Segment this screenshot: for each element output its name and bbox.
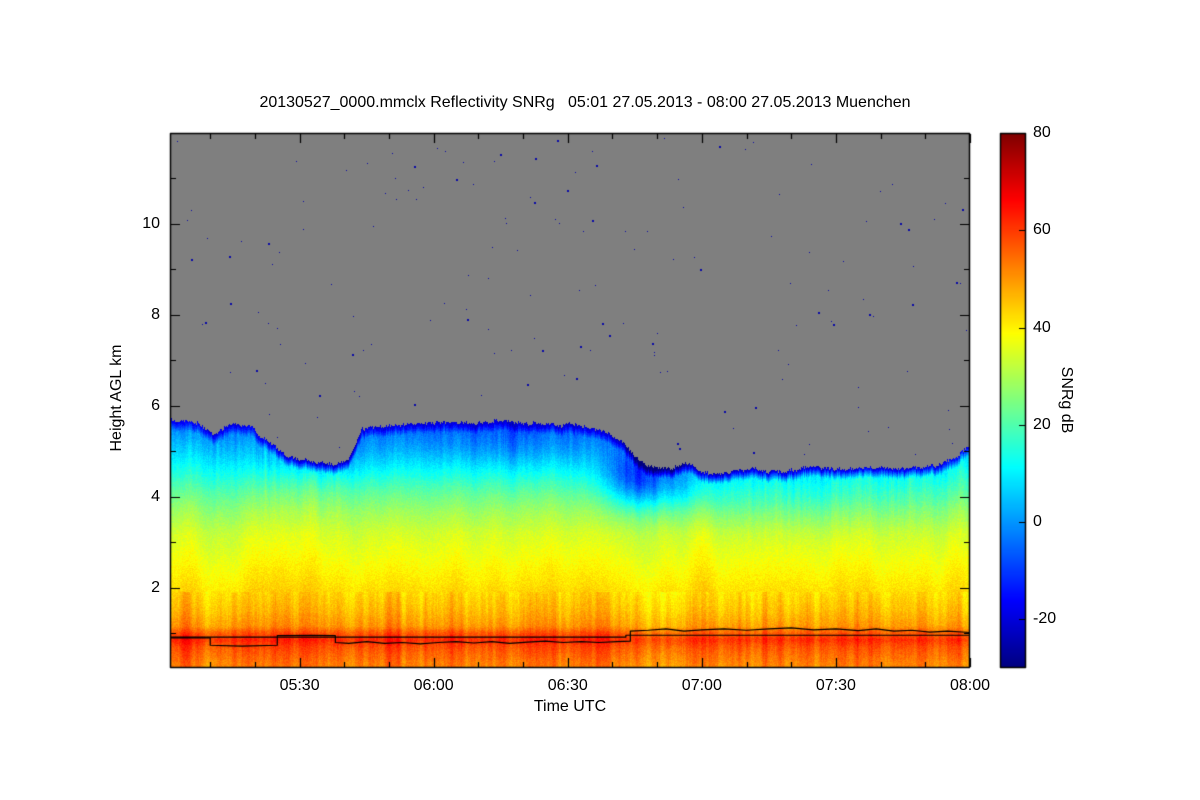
x-tick-label: 06:30 (547, 677, 588, 694)
y-tick-label: 2 (151, 578, 160, 596)
colorbar-tick-label: 0 (1033, 513, 1042, 531)
colorbar-tick-label: 20 (1033, 415, 1051, 433)
colorbar-tick-label: 80 (1033, 124, 1051, 141)
x-tick-label: 05:30 (279, 677, 320, 694)
x-tick-label: 07:30 (815, 677, 856, 694)
y-tick-label: 10 (142, 214, 160, 232)
y-tick-label: 4 (151, 487, 160, 505)
colorbar-tick-label: 40 (1033, 318, 1051, 336)
colorbar-tick-label: 60 (1033, 221, 1051, 239)
x-tick-label: 07:00 (681, 677, 722, 694)
colorbar-title: SNRg dB (1058, 366, 1075, 434)
x-tick-label: 08:00 (949, 677, 991, 694)
x-axis-title: Time UTC (533, 698, 607, 715)
y-tick-label: 6 (151, 396, 160, 414)
chart-title: 20130527_0000.mmclx Reflectivity SNRg 05… (259, 94, 911, 111)
y-axis-title: Height AGL km (108, 344, 125, 452)
y-tick-label: 8 (151, 305, 160, 323)
colorbar-tick-label: -20 (1033, 610, 1057, 628)
x-tick-label: 06:00 (413, 677, 454, 694)
